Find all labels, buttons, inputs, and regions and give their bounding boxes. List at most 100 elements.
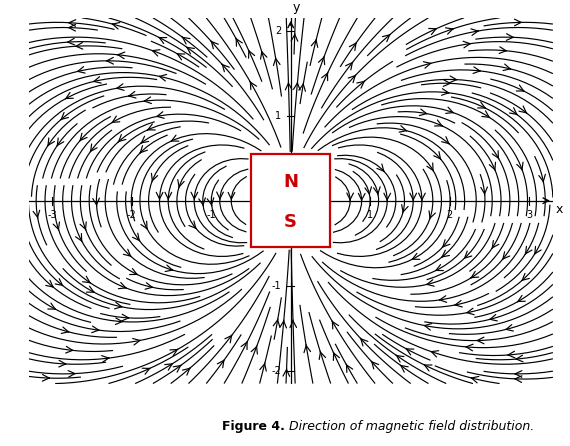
FancyArrowPatch shape bbox=[466, 344, 473, 351]
Text: x: x bbox=[556, 202, 564, 216]
FancyArrowPatch shape bbox=[406, 349, 414, 355]
FancyArrowPatch shape bbox=[291, 33, 298, 41]
FancyArrowPatch shape bbox=[199, 198, 205, 206]
FancyArrowPatch shape bbox=[217, 360, 225, 368]
FancyArrowPatch shape bbox=[450, 76, 457, 83]
FancyArrowPatch shape bbox=[522, 273, 530, 281]
FancyArrowPatch shape bbox=[152, 173, 158, 182]
FancyArrowPatch shape bbox=[346, 364, 353, 372]
FancyArrowPatch shape bbox=[290, 320, 296, 328]
FancyArrowPatch shape bbox=[401, 365, 408, 372]
FancyArrowPatch shape bbox=[473, 67, 481, 74]
FancyArrowPatch shape bbox=[69, 20, 76, 26]
FancyArrowPatch shape bbox=[236, 38, 242, 46]
FancyArrowPatch shape bbox=[478, 102, 486, 108]
FancyArrowPatch shape bbox=[141, 136, 149, 143]
FancyArrowPatch shape bbox=[434, 152, 441, 160]
FancyArrowPatch shape bbox=[506, 325, 514, 331]
FancyArrowPatch shape bbox=[410, 193, 417, 201]
FancyArrowPatch shape bbox=[515, 371, 522, 377]
FancyArrowPatch shape bbox=[434, 120, 442, 126]
FancyArrowPatch shape bbox=[477, 337, 484, 344]
FancyArrowPatch shape bbox=[115, 318, 123, 325]
FancyArrowPatch shape bbox=[90, 144, 97, 152]
FancyArrowPatch shape bbox=[446, 107, 453, 113]
FancyArrowPatch shape bbox=[299, 83, 306, 91]
FancyArrowPatch shape bbox=[159, 37, 166, 44]
FancyArrowPatch shape bbox=[508, 351, 515, 358]
FancyArrowPatch shape bbox=[396, 355, 404, 362]
FancyArrowPatch shape bbox=[357, 81, 365, 88]
FancyArrowPatch shape bbox=[503, 64, 511, 70]
FancyArrowPatch shape bbox=[534, 246, 541, 255]
FancyArrowPatch shape bbox=[112, 23, 120, 29]
FancyArrowPatch shape bbox=[178, 180, 184, 188]
FancyArrowPatch shape bbox=[471, 376, 479, 383]
FancyArrowPatch shape bbox=[427, 280, 434, 286]
FancyArrowPatch shape bbox=[442, 136, 449, 144]
FancyArrowPatch shape bbox=[373, 187, 380, 195]
FancyArrowPatch shape bbox=[186, 47, 194, 54]
FancyArrowPatch shape bbox=[115, 302, 122, 309]
FancyArrowPatch shape bbox=[177, 54, 185, 60]
FancyArrowPatch shape bbox=[117, 84, 124, 91]
Text: 2: 2 bbox=[275, 25, 282, 36]
FancyArrowPatch shape bbox=[217, 192, 223, 200]
FancyArrowPatch shape bbox=[492, 240, 499, 248]
FancyArrowPatch shape bbox=[170, 349, 178, 356]
FancyArrowPatch shape bbox=[382, 34, 390, 41]
FancyArrowPatch shape bbox=[165, 192, 172, 200]
FancyArrowPatch shape bbox=[80, 133, 87, 141]
FancyArrowPatch shape bbox=[119, 282, 126, 289]
FancyArrowPatch shape bbox=[499, 47, 506, 54]
FancyArrowPatch shape bbox=[78, 66, 85, 73]
FancyArrowPatch shape bbox=[53, 222, 59, 230]
FancyArrowPatch shape bbox=[141, 221, 148, 230]
FancyArrowPatch shape bbox=[68, 38, 75, 45]
FancyArrowPatch shape bbox=[280, 320, 287, 328]
Text: -1: -1 bbox=[206, 211, 216, 220]
FancyArrowPatch shape bbox=[145, 283, 153, 289]
Text: Direction of magnetic field distribution.: Direction of magnetic field distribution… bbox=[285, 420, 534, 433]
Text: y: y bbox=[292, 0, 300, 13]
Bar bbox=[251, 154, 331, 248]
FancyArrowPatch shape bbox=[506, 34, 514, 41]
FancyArrowPatch shape bbox=[359, 193, 365, 201]
FancyArrowPatch shape bbox=[427, 163, 434, 171]
FancyArrowPatch shape bbox=[464, 251, 472, 259]
FancyArrowPatch shape bbox=[304, 344, 311, 353]
Text: N: N bbox=[283, 173, 298, 191]
FancyArrowPatch shape bbox=[333, 352, 340, 360]
FancyArrowPatch shape bbox=[399, 126, 406, 132]
FancyArrowPatch shape bbox=[442, 250, 449, 257]
FancyArrowPatch shape bbox=[55, 279, 63, 286]
FancyArrowPatch shape bbox=[260, 51, 267, 59]
FancyArrowPatch shape bbox=[463, 41, 470, 48]
Text: 1: 1 bbox=[275, 111, 282, 121]
FancyArrowPatch shape bbox=[489, 162, 495, 170]
FancyArrowPatch shape bbox=[442, 240, 450, 247]
FancyArrowPatch shape bbox=[424, 365, 432, 371]
FancyArrowPatch shape bbox=[148, 124, 155, 130]
FancyArrowPatch shape bbox=[319, 351, 325, 359]
FancyArrowPatch shape bbox=[76, 42, 83, 49]
FancyArrowPatch shape bbox=[101, 355, 109, 362]
FancyArrowPatch shape bbox=[349, 42, 356, 50]
FancyArrowPatch shape bbox=[418, 193, 425, 201]
FancyArrowPatch shape bbox=[132, 233, 140, 241]
FancyArrowPatch shape bbox=[515, 19, 522, 26]
FancyArrowPatch shape bbox=[420, 109, 427, 116]
FancyArrowPatch shape bbox=[129, 91, 136, 98]
FancyArrowPatch shape bbox=[516, 85, 524, 91]
FancyArrowPatch shape bbox=[222, 64, 229, 72]
FancyArrowPatch shape bbox=[47, 138, 54, 146]
FancyArrowPatch shape bbox=[446, 28, 453, 34]
FancyArrowPatch shape bbox=[33, 210, 40, 219]
FancyArrowPatch shape bbox=[92, 326, 99, 333]
FancyArrowPatch shape bbox=[42, 375, 50, 381]
FancyArrowPatch shape bbox=[345, 62, 353, 70]
FancyArrowPatch shape bbox=[424, 62, 431, 68]
FancyArrowPatch shape bbox=[76, 234, 82, 242]
FancyArrowPatch shape bbox=[157, 112, 164, 118]
FancyArrowPatch shape bbox=[515, 376, 522, 383]
